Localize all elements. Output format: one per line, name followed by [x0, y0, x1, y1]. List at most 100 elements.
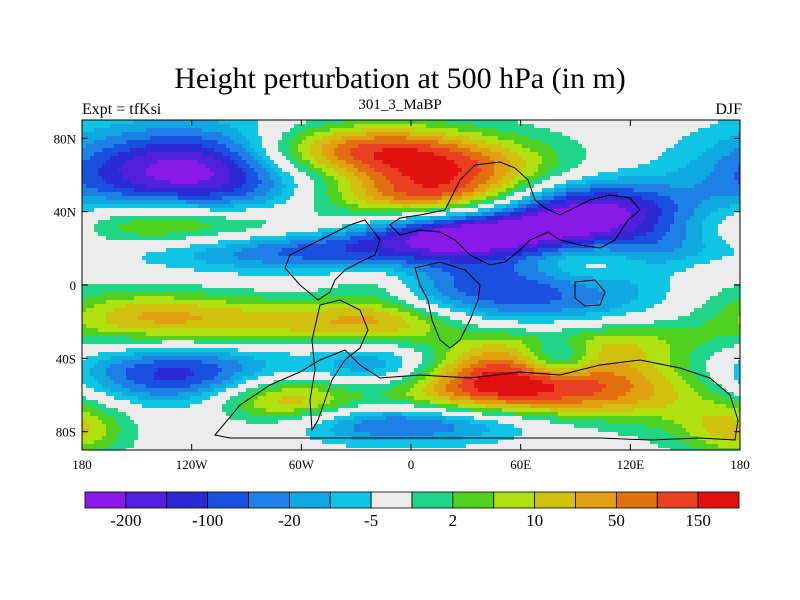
contour-cell	[542, 180, 566, 184]
contour-cell	[514, 188, 526, 192]
contour-cell	[458, 288, 558, 292]
contour-cell	[82, 276, 398, 280]
contour-cell	[514, 412, 558, 416]
contour-cell	[738, 168, 740, 172]
contour-cell	[358, 204, 402, 208]
contour-cell	[438, 184, 466, 188]
contour-cell	[686, 380, 702, 384]
contour-cell	[362, 180, 374, 184]
contour-cell	[542, 196, 554, 200]
contour-cell	[514, 192, 530, 196]
contour-cell	[482, 132, 518, 136]
contour-cell	[490, 208, 502, 212]
contour-cell	[606, 264, 694, 268]
contour-cell	[390, 396, 414, 400]
contour-cell	[494, 164, 510, 168]
contour-cell	[150, 164, 206, 168]
contour-cell	[374, 152, 434, 156]
contour-cell	[518, 272, 546, 276]
contour-cell	[522, 252, 542, 256]
contour-cell	[82, 428, 90, 432]
contour-cell	[386, 272, 406, 276]
contour-cell	[422, 312, 438, 316]
contour-cell	[686, 220, 702, 224]
contour-cell	[314, 208, 350, 212]
contour-cell	[82, 240, 218, 244]
contour-cell	[590, 232, 622, 236]
contour-cell	[146, 168, 210, 172]
colorbar-label: 150	[685, 511, 711, 530]
contour-cell	[82, 192, 122, 196]
contour-cell	[110, 376, 126, 380]
contour-cell	[486, 180, 498, 184]
contour-cell	[98, 380, 114, 384]
contour-cell	[450, 348, 470, 352]
contour-cell	[342, 192, 354, 196]
contour-cell	[82, 216, 110, 220]
contour-cell	[82, 252, 146, 256]
contour-cell	[578, 332, 740, 336]
contour-cell	[222, 160, 234, 164]
contour-cell	[538, 152, 558, 156]
contour-cell	[238, 128, 258, 132]
contour-cell	[482, 260, 518, 264]
contour-cell	[474, 380, 542, 384]
contour-cell	[118, 152, 146, 156]
contour-cell	[510, 180, 518, 184]
contour-cell	[410, 400, 430, 404]
contour-cell	[454, 220, 474, 224]
contour-cell	[654, 224, 670, 228]
contour-cell	[458, 372, 470, 376]
contour-cell	[322, 144, 338, 148]
contour-cell	[666, 232, 686, 236]
contour-cell	[378, 356, 402, 360]
contour-cell	[638, 296, 666, 300]
contour-cell	[534, 124, 710, 128]
contour-cell	[522, 196, 530, 200]
contour-cell	[702, 228, 718, 232]
contour-cell	[734, 148, 740, 152]
contour-cell	[382, 412, 402, 416]
contour-cell	[418, 284, 434, 288]
contour-cell	[338, 404, 358, 408]
contour-cell	[82, 272, 238, 276]
contour-cell	[202, 400, 226, 404]
contour-cell	[282, 132, 298, 136]
contour-cell	[190, 396, 210, 400]
contour-cell	[642, 196, 670, 200]
contour-cell	[658, 204, 678, 208]
contour-cell	[478, 172, 494, 176]
contour-cell	[314, 184, 326, 188]
contour-cell	[82, 312, 106, 316]
contour-cell	[518, 244, 538, 248]
contour-cell	[406, 136, 442, 140]
coastline-north-america	[284, 219, 381, 301]
contour-cell	[214, 376, 230, 380]
contour-cell	[194, 256, 238, 260]
contour-cell	[406, 192, 442, 196]
contour-cell	[410, 372, 422, 376]
contour-cell	[266, 160, 274, 164]
contour-cell	[230, 168, 242, 172]
contour-cell	[126, 140, 218, 144]
contour-cell	[606, 384, 634, 388]
contour-cell	[106, 300, 226, 304]
contour-cell	[482, 316, 602, 320]
contour-cell	[366, 224, 386, 228]
contour-cell	[502, 152, 518, 156]
contour-cell	[470, 372, 482, 376]
contour-cell	[322, 420, 338, 424]
contour-cell	[354, 424, 454, 428]
contour-cell	[306, 164, 314, 168]
contour-cell	[210, 384, 226, 388]
contour-cell	[402, 360, 422, 364]
contour-cell	[550, 204, 570, 208]
contour-cell	[90, 156, 110, 160]
contour-cell	[246, 380, 274, 384]
contour-cell	[414, 376, 426, 380]
contour-cell	[314, 180, 326, 184]
contour-cell	[514, 140, 542, 144]
contour-cell	[638, 288, 670, 292]
contour-cell	[610, 308, 646, 312]
